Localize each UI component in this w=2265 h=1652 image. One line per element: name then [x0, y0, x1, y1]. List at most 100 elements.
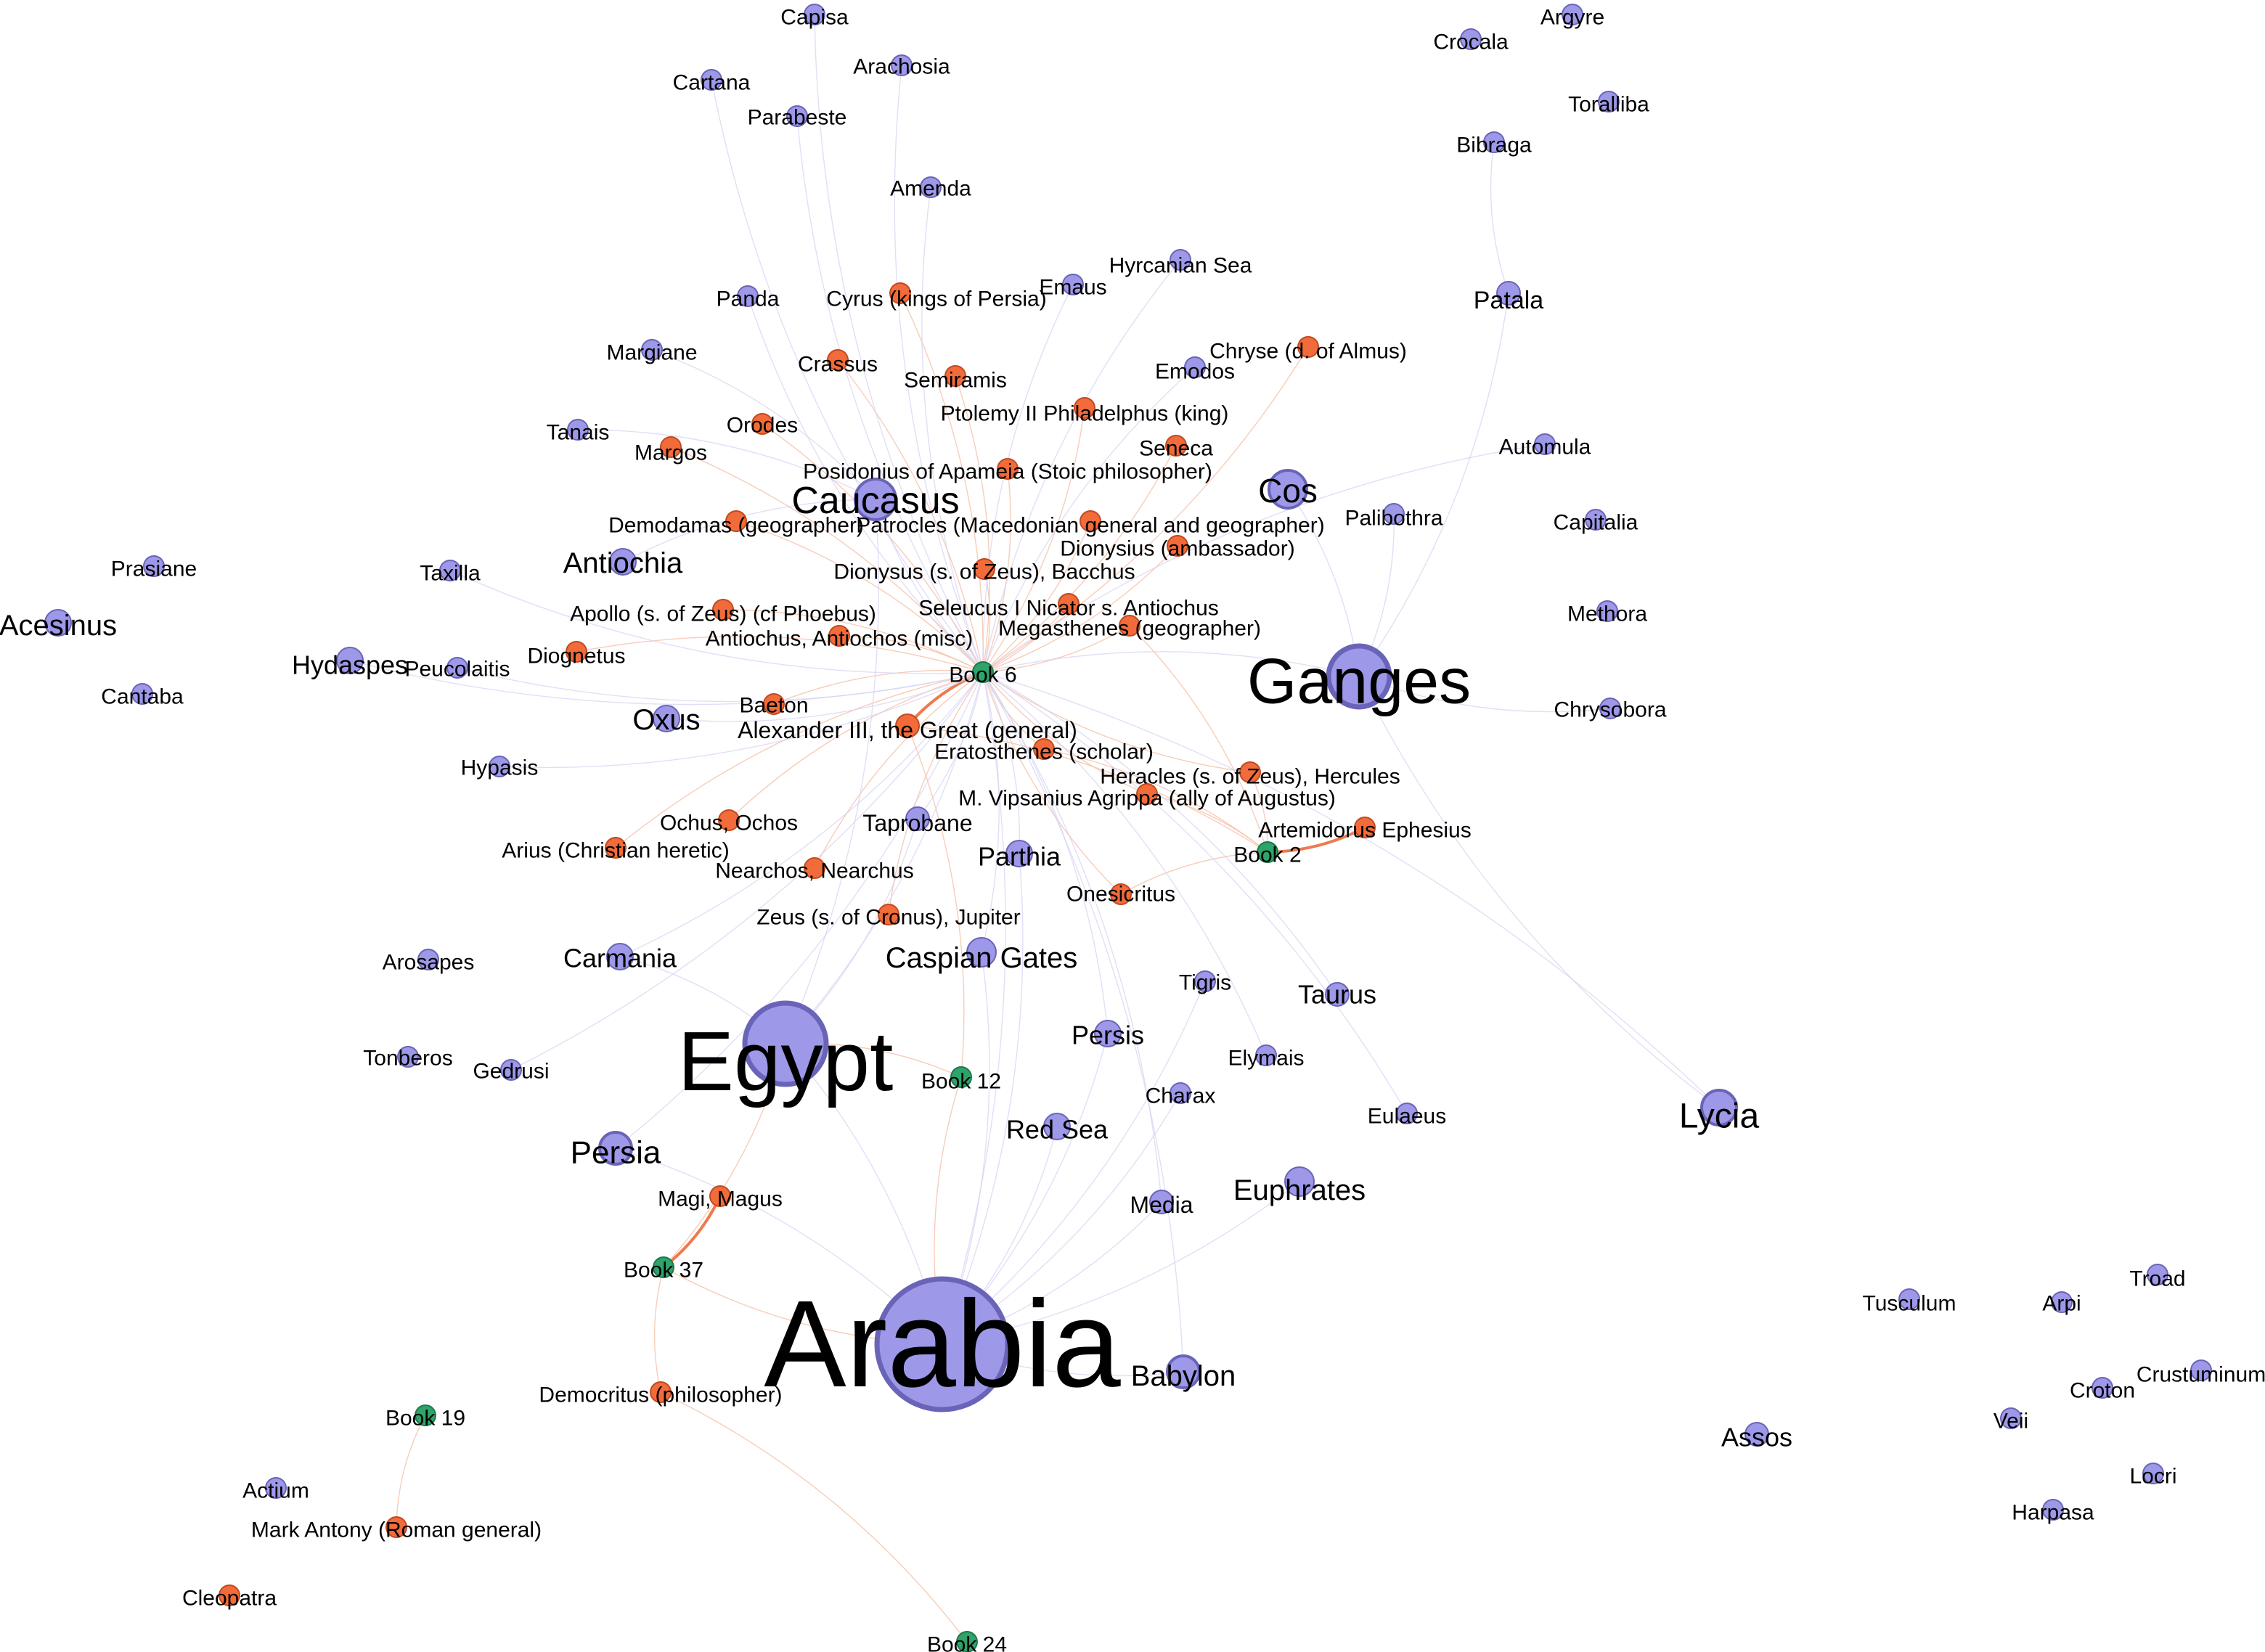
node-zeus[interactable] — [878, 904, 899, 925]
node-cantaba[interactable] — [131, 683, 153, 705]
node-tanais[interactable] — [567, 419, 589, 441]
node-chryse[interactable] — [1297, 336, 1319, 358]
node-apollo[interactable] — [712, 599, 734, 621]
node-palibothra[interactable] — [1383, 503, 1405, 525]
node-book6[interactable] — [972, 661, 994, 683]
node-orodes[interactable] — [751, 413, 773, 435]
node-euphrates[interactable] — [1284, 1166, 1315, 1197]
node-persis[interactable] — [1094, 1020, 1122, 1047]
node-parthia[interactable] — [1005, 840, 1033, 867]
node-patala[interactable] — [1496, 281, 1521, 306]
node-posidonius[interactable] — [997, 458, 1019, 480]
node-alexander[interactable] — [895, 713, 920, 738]
node-ochus[interactable] — [718, 809, 740, 831]
node-book24[interactable] — [956, 1631, 978, 1652]
node-caucasus[interactable] — [854, 478, 897, 521]
node-demodamas[interactable] — [725, 510, 747, 532]
node-hypasis[interactable] — [489, 756, 510, 777]
node-arachosia[interactable] — [891, 54, 913, 76]
node-assos[interactable] — [1744, 1422, 1769, 1447]
node-heracles[interactable] — [1239, 761, 1261, 783]
node-amenda[interactable] — [920, 176, 942, 198]
node-onesicritus[interactable] — [1110, 883, 1132, 905]
node-diognetus[interactable] — [566, 641, 587, 663]
node-hyrcanian_sea[interactable] — [1170, 249, 1191, 271]
node-media[interactable] — [1149, 1190, 1174, 1214]
node-artemidorus[interactable] — [1354, 817, 1376, 838]
node-eratosthenes[interactable] — [1033, 738, 1055, 760]
node-carmania[interactable] — [606, 943, 634, 970]
node-cleopatra[interactable] — [219, 1584, 240, 1606]
node-crocala[interactable] — [1460, 28, 1482, 50]
node-elymais[interactable] — [1255, 1044, 1277, 1066]
node-persia[interactable] — [598, 1131, 633, 1166]
node-book37[interactable] — [653, 1256, 674, 1278]
node-acesinus[interactable] — [44, 609, 72, 637]
node-dionysius_amb[interactable] — [1167, 535, 1188, 557]
node-book19[interactable] — [415, 1404, 436, 1426]
node-oxus[interactable] — [653, 705, 680, 732]
node-emodos[interactable] — [1184, 356, 1206, 378]
node-crustuminum[interactable] — [2190, 1359, 2212, 1381]
node-toralliba[interactable] — [1598, 91, 1620, 113]
node-nearchos[interactable] — [804, 857, 825, 879]
node-troad[interactable] — [2147, 1264, 2168, 1285]
node-arosapes[interactable] — [417, 949, 439, 970]
node-red_sea[interactable] — [1043, 1113, 1071, 1140]
node-antiochus[interactable] — [828, 625, 850, 647]
node-tusculum[interactable] — [1898, 1288, 1920, 1310]
node-charax[interactable] — [1170, 1082, 1191, 1104]
node-egypt[interactable] — [742, 1000, 829, 1087]
node-patrocles[interactable] — [1080, 510, 1101, 532]
node-semiramis[interactable] — [944, 365, 966, 387]
node-margos[interactable] — [660, 436, 682, 458]
node-methora[interactable] — [1596, 600, 1618, 622]
node-taxilla[interactable] — [439, 560, 461, 581]
node-parabeste[interactable] — [786, 105, 808, 127]
node-capitalia[interactable] — [1585, 509, 1607, 531]
node-prasiane[interactable] — [143, 555, 165, 577]
node-locri[interactable] — [2142, 1463, 2164, 1484]
node-ptolemy2[interactable] — [1074, 397, 1095, 419]
node-gedrusi[interactable] — [500, 1059, 522, 1081]
node-margiane[interactable] — [641, 339, 663, 361]
node-lycia[interactable] — [1700, 1089, 1738, 1126]
node-crassus[interactable] — [827, 349, 849, 371]
node-bibraga[interactable] — [1483, 131, 1505, 153]
node-eulaeus[interactable] — [1396, 1103, 1418, 1124]
node-capisa[interactable] — [804, 4, 825, 25]
node-automula[interactable] — [1534, 433, 1556, 455]
node-magi[interactable] — [709, 1185, 731, 1207]
node-arius[interactable] — [605, 837, 627, 859]
node-cos[interactable] — [1268, 469, 1308, 510]
node-arabia[interactable] — [874, 1276, 1011, 1412]
node-democritus[interactable] — [650, 1381, 672, 1403]
node-ganges[interactable] — [1326, 643, 1392, 710]
node-book2[interactable] — [1257, 841, 1278, 863]
node-arpi[interactable] — [2051, 1291, 2073, 1313]
node-seneca[interactable] — [1165, 435, 1187, 457]
node-hydaspes[interactable] — [336, 647, 364, 674]
node-cartana[interactable] — [701, 69, 722, 91]
node-argyre[interactable] — [1562, 4, 1583, 25]
node-tigris[interactable] — [1194, 970, 1216, 992]
node-antiochia[interactable] — [609, 548, 637, 576]
node-agrippa[interactable] — [1136, 783, 1158, 805]
node-book12[interactable] — [950, 1066, 972, 1088]
node-tonberos[interactable] — [397, 1046, 419, 1068]
node-panda[interactable] — [737, 285, 759, 307]
node-seleucus[interactable] — [1058, 593, 1080, 615]
node-harpasa[interactable] — [2042, 1499, 2064, 1521]
node-taurus[interactable] — [1325, 982, 1350, 1007]
node-taprobane[interactable] — [905, 806, 930, 831]
node-actium[interactable] — [265, 1477, 287, 1499]
node-chrysobora[interactable] — [1599, 698, 1621, 719]
node-dionysus[interactable] — [974, 558, 995, 580]
node-mark_antony[interactable] — [385, 1516, 407, 1538]
node-croton[interactable] — [2091, 1377, 2113, 1399]
node-megasthenes[interactable] — [1119, 615, 1140, 637]
node-babylon[interactable] — [1166, 1354, 1201, 1389]
node-veii[interactable] — [2000, 1407, 2022, 1429]
node-cyrus[interactable] — [889, 282, 911, 304]
node-baeton[interactable] — [763, 693, 785, 715]
